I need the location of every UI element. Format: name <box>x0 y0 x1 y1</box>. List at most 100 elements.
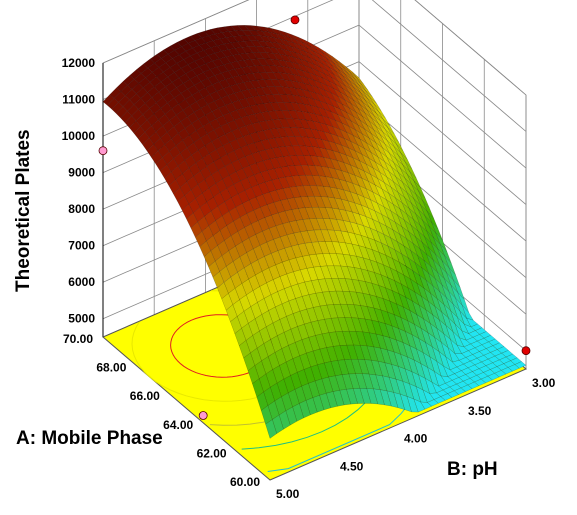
surface-cell <box>386 390 399 408</box>
surface-cell <box>302 185 315 197</box>
surface-cell <box>216 115 228 127</box>
surface-cell <box>216 64 229 74</box>
surface-cell <box>251 151 264 164</box>
surface-cell <box>433 237 445 257</box>
surface-cell <box>494 370 507 378</box>
surface-cell <box>252 378 264 398</box>
surface-cell <box>136 87 148 99</box>
surface-cell <box>286 271 299 287</box>
surface-cell <box>347 200 360 215</box>
surface-cell <box>337 359 350 375</box>
surface-cell <box>340 265 352 280</box>
x-tick-label: 68.00 <box>96 361 126 375</box>
z-tick-label: 5000 <box>68 312 95 326</box>
x-tick-label: 60.00 <box>230 475 260 489</box>
surface-cell <box>268 264 281 280</box>
surface-cell <box>338 241 350 256</box>
surface-cell <box>247 113 260 125</box>
surface-cell <box>352 388 365 404</box>
surface-cell <box>453 387 466 395</box>
surface-cell <box>400 353 413 373</box>
surface-cell <box>195 231 207 248</box>
surface-cell <box>396 214 409 233</box>
surface-cell <box>341 122 354 136</box>
surface-cell <box>254 65 267 73</box>
surface-cell <box>465 371 478 379</box>
surface-cell <box>445 324 458 347</box>
surface-cell <box>178 73 191 84</box>
surface-cell <box>354 202 367 217</box>
surface-cell <box>344 85 357 98</box>
surface-cell <box>421 242 434 261</box>
surface-cell <box>314 378 327 396</box>
surface-cell <box>332 126 345 139</box>
surface-cell <box>235 241 247 258</box>
z-axis-title: Theoretical Plates <box>13 129 34 292</box>
surface-cell <box>353 87 366 101</box>
y-tick-label: 3.50 <box>468 404 492 418</box>
surface-cell <box>270 291 283 308</box>
surface-cell <box>295 296 307 312</box>
z-tick-label: 9000 <box>68 166 95 180</box>
surface-cell <box>299 45 313 55</box>
surface-cell <box>399 186 412 204</box>
surface-cell <box>401 253 413 272</box>
surface-cell <box>214 50 227 59</box>
surface-cell <box>327 58 339 70</box>
surface-cell <box>280 165 293 178</box>
surface-cell <box>187 84 200 96</box>
surface-cell <box>467 381 480 389</box>
surface-cell <box>406 396 419 413</box>
surface-cell <box>203 250 216 268</box>
surface-cell <box>318 206 330 219</box>
surface-cell <box>275 303 287 320</box>
surface-cell <box>395 176 407 193</box>
surface-cell <box>349 71 362 85</box>
surface-cell <box>303 127 316 139</box>
surface-cell <box>194 57 207 67</box>
surface-cell <box>274 136 286 148</box>
surface-cell <box>412 270 425 289</box>
surface-cell <box>329 218 342 232</box>
surface-cell <box>433 371 446 387</box>
surface-cell <box>312 98 325 110</box>
surface-cell <box>129 120 141 134</box>
surface-cell <box>265 322 278 340</box>
surface-cell <box>293 196 306 209</box>
surface-cell <box>379 195 392 212</box>
x-tick-label: 66.00 <box>130 389 160 403</box>
surface-cell <box>389 137 401 153</box>
surface-cell <box>252 330 265 349</box>
surface-cell <box>270 28 284 36</box>
z-gridline <box>102 0 527 96</box>
surface-cell <box>160 102 173 115</box>
surface-cell <box>120 110 132 123</box>
surface-cell <box>182 167 194 183</box>
surface-cell <box>401 202 414 220</box>
surface-cell <box>412 242 425 262</box>
surface-cell <box>290 372 302 390</box>
surface-cell <box>428 247 441 267</box>
surface-cell <box>378 221 391 239</box>
surface-cell <box>155 157 168 172</box>
surface-cell <box>404 368 417 388</box>
surface-cell <box>325 176 338 189</box>
design-points <box>98 15 531 420</box>
y-tick-label: 3.00 <box>532 376 556 390</box>
surface-cell <box>334 197 346 211</box>
surface-cell <box>356 256 368 271</box>
design-point <box>290 15 300 25</box>
surface-cell <box>236 310 249 329</box>
surface-cell <box>409 310 422 329</box>
surface-cell <box>345 154 358 169</box>
surface-cell <box>438 383 451 391</box>
surface-cell <box>230 316 242 334</box>
surface-cell <box>318 147 331 160</box>
surface-cell <box>310 84 323 96</box>
y-tick-label: 4.50 <box>340 459 364 473</box>
surface-cell <box>313 266 326 280</box>
surface-cell <box>331 241 344 255</box>
surface-cell <box>207 52 220 62</box>
surface-cell <box>325 391 338 409</box>
